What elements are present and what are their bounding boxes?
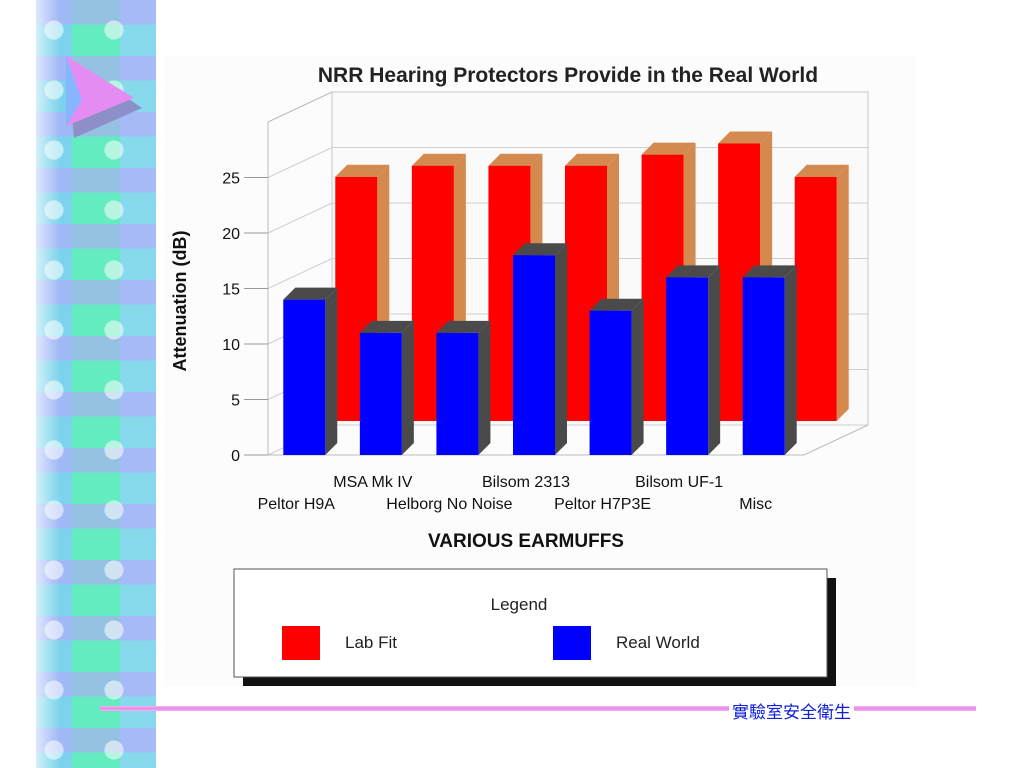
- lab-fit-bar: [794, 164, 849, 422]
- real-world-bar: [436, 320, 491, 455]
- real-world-series: [283, 243, 797, 455]
- legend-label-real-world: Real World: [616, 633, 700, 652]
- real-world-bar: [589, 298, 644, 455]
- chart-axes: 0 5 10 15 20 25: [222, 171, 268, 465]
- y-tick-label: 15: [222, 282, 240, 299]
- y-tick-label: 20: [222, 226, 240, 243]
- chart-title: NRR Hearing Protectors Provide in the Re…: [318, 64, 818, 87]
- chart-panel: NRR Hearing Protectors Provide in the Re…: [164, 56, 916, 686]
- y-tick-label: 10: [222, 337, 240, 354]
- legend-label-lab-fit: Lab Fit: [345, 633, 397, 652]
- footer-divider: [100, 706, 976, 711]
- x-tick-label: Misc: [739, 496, 772, 513]
- y-tick-label: 25: [222, 171, 240, 188]
- x-tick-label: Bilsom 2313: [482, 474, 570, 491]
- legend-swatch-real-world: [553, 626, 591, 660]
- y-axis-label: Attenuation (dB): [170, 231, 190, 372]
- legend-title: Legend: [491, 595, 548, 614]
- y-tick-label: 5: [231, 393, 240, 410]
- real-world-bar: [359, 320, 414, 455]
- category-labels: Peltor H9A MSA Mk IV Helborg No Noise Bilso…: [258, 474, 773, 513]
- x-axis-label: VARIOUS EARMUFFS: [428, 531, 624, 552]
- x-tick-label: Helborg No Noise: [386, 496, 512, 513]
- x-tick-label: Bilsom UF-1: [635, 474, 723, 491]
- x-tick-label: Peltor H7P3E: [554, 496, 651, 513]
- x-tick-label: MSA Mk IV: [333, 474, 412, 491]
- x-tick-label: Peltor H9A: [258, 496, 336, 513]
- y-tick-label: 0: [231, 448, 240, 465]
- decorative-fade: [0, 0, 60, 768]
- real-world-bar: [666, 265, 721, 455]
- legend-swatch-lab-fit: [282, 626, 320, 660]
- real-world-bar: [513, 243, 567, 455]
- real-world-bar: [742, 265, 797, 455]
- legend: Legend Lab Fit Real World: [233, 568, 836, 686]
- bar-chart: NRR Hearing Protectors Provide in the Re…: [170, 64, 869, 686]
- footer-text: 實驗室安全衛生: [729, 698, 854, 723]
- real-world-bar: [283, 287, 338, 455]
- slide-arrow-icon: [66, 56, 142, 138]
